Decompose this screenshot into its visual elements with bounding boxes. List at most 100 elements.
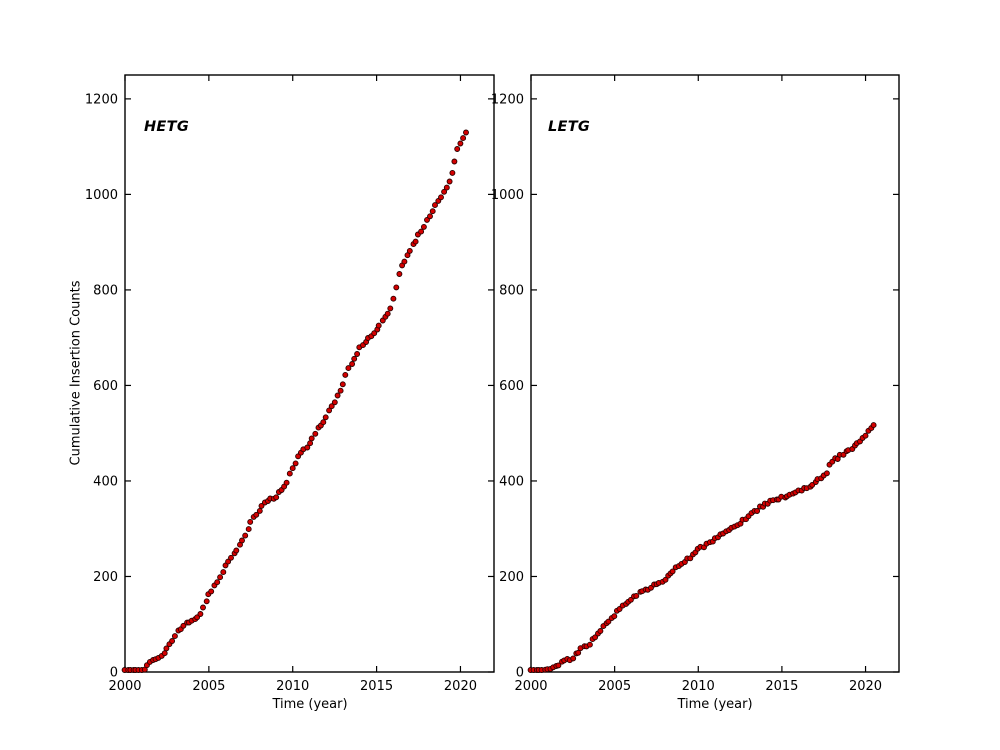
data-point (371, 330, 378, 337)
data-point (862, 432, 869, 439)
data-point (454, 146, 461, 152)
data-point (258, 502, 265, 509)
data-point (200, 604, 206, 611)
data-point (312, 430, 319, 437)
y-tick-label: 1000 (491, 188, 524, 203)
data-point (220, 569, 227, 576)
data-point (292, 460, 299, 467)
y-tick-label: 0 (110, 666, 118, 681)
data-point (754, 508, 761, 514)
x-tick-label: 2000 (108, 679, 141, 694)
data-point (375, 322, 382, 329)
data-point (233, 547, 240, 554)
data-point (429, 208, 436, 215)
letg-annotation: LETG (548, 119, 591, 135)
data-point (345, 365, 352, 372)
data-point (242, 532, 249, 539)
data-point (597, 628, 604, 634)
y-tick-label: 200 (93, 570, 118, 585)
data-point (239, 537, 245, 544)
x-tick-label: 2020 (849, 679, 882, 694)
data-point (870, 422, 877, 429)
data-point (633, 592, 640, 599)
data-point (451, 158, 458, 165)
data-point (286, 470, 293, 477)
data-point (390, 295, 397, 302)
data-point (555, 662, 562, 669)
data-point (307, 440, 314, 447)
data-point (351, 355, 358, 362)
plot-border (530, 74, 900, 673)
data-point (427, 213, 433, 220)
y-tick-label: 600 (93, 379, 118, 394)
data-point (396, 271, 403, 277)
data-point (418, 228, 425, 235)
hetg-x-axis-title: Time (year) (272, 697, 348, 712)
data-point (339, 381, 346, 388)
data-point (180, 622, 187, 629)
data-point (283, 479, 290, 486)
x-tick-label: 2015 (360, 679, 393, 694)
hetg-panel: 2000 2005 2010 2015 2020 0 200 400 600 800 1000 120… (85, 74, 495, 694)
data-point (342, 371, 349, 378)
data-point (214, 579, 221, 586)
data-point (163, 645, 170, 652)
data-point (575, 649, 582, 656)
x-tick-label: 2010 (276, 679, 309, 694)
data-point (245, 526, 252, 533)
y-tick-label: 400 (499, 474, 524, 489)
data-point (432, 202, 438, 209)
y-tick-label: 0 (516, 666, 524, 681)
data-point (840, 451, 847, 458)
data-point (354, 351, 361, 357)
data-point (611, 613, 618, 620)
plot-border (124, 74, 495, 673)
data-point (384, 310, 391, 317)
data-point (570, 655, 577, 662)
data-point (256, 507, 263, 514)
data-point (225, 558, 232, 565)
data-point (460, 135, 467, 142)
y-tick-label: 1200 (85, 92, 118, 107)
x-tick-label: 2010 (682, 679, 715, 694)
y-axis-title: Cumulative Insertion Counts (68, 280, 84, 466)
data-point (438, 194, 444, 201)
data-point (308, 435, 315, 442)
x-tick-label: 2020 (444, 679, 477, 694)
data-point (289, 465, 296, 472)
x-tick-label: 2000 (514, 679, 547, 694)
data-point (334, 392, 341, 399)
y-tick-label: 1200 (491, 92, 524, 107)
data-point (326, 407, 333, 414)
x-tick-label: 2015 (765, 679, 798, 694)
hetg-annotation: HETG (144, 119, 190, 135)
data-point (322, 414, 329, 421)
data-point (457, 140, 464, 147)
data-point (662, 576, 669, 583)
data-point (446, 178, 453, 185)
y-tick-label: 1000 (85, 188, 118, 203)
y-tick-label: 200 (499, 570, 524, 585)
data-point (169, 638, 176, 644)
data-point (208, 588, 215, 595)
x-tick-label: 2005 (598, 679, 631, 694)
data-point (273, 494, 280, 501)
data-point (161, 650, 168, 657)
data-point (401, 258, 408, 265)
data-point (823, 470, 830, 477)
data-point (449, 169, 456, 176)
x-tick-label: 2005 (192, 679, 225, 694)
letg-panel: 2000 2005 2010 2015 2020 0 200 400 600 800 1000 120… (491, 74, 900, 694)
y-tick-label: 400 (93, 474, 118, 489)
data-point (463, 129, 469, 136)
data-point (412, 238, 419, 245)
y-tick-label: 800 (499, 283, 524, 298)
data-point (387, 305, 394, 312)
data-point (605, 618, 612, 625)
data-point (328, 403, 335, 410)
data-point (253, 511, 260, 518)
data-point (592, 634, 599, 641)
data-point (228, 554, 234, 561)
